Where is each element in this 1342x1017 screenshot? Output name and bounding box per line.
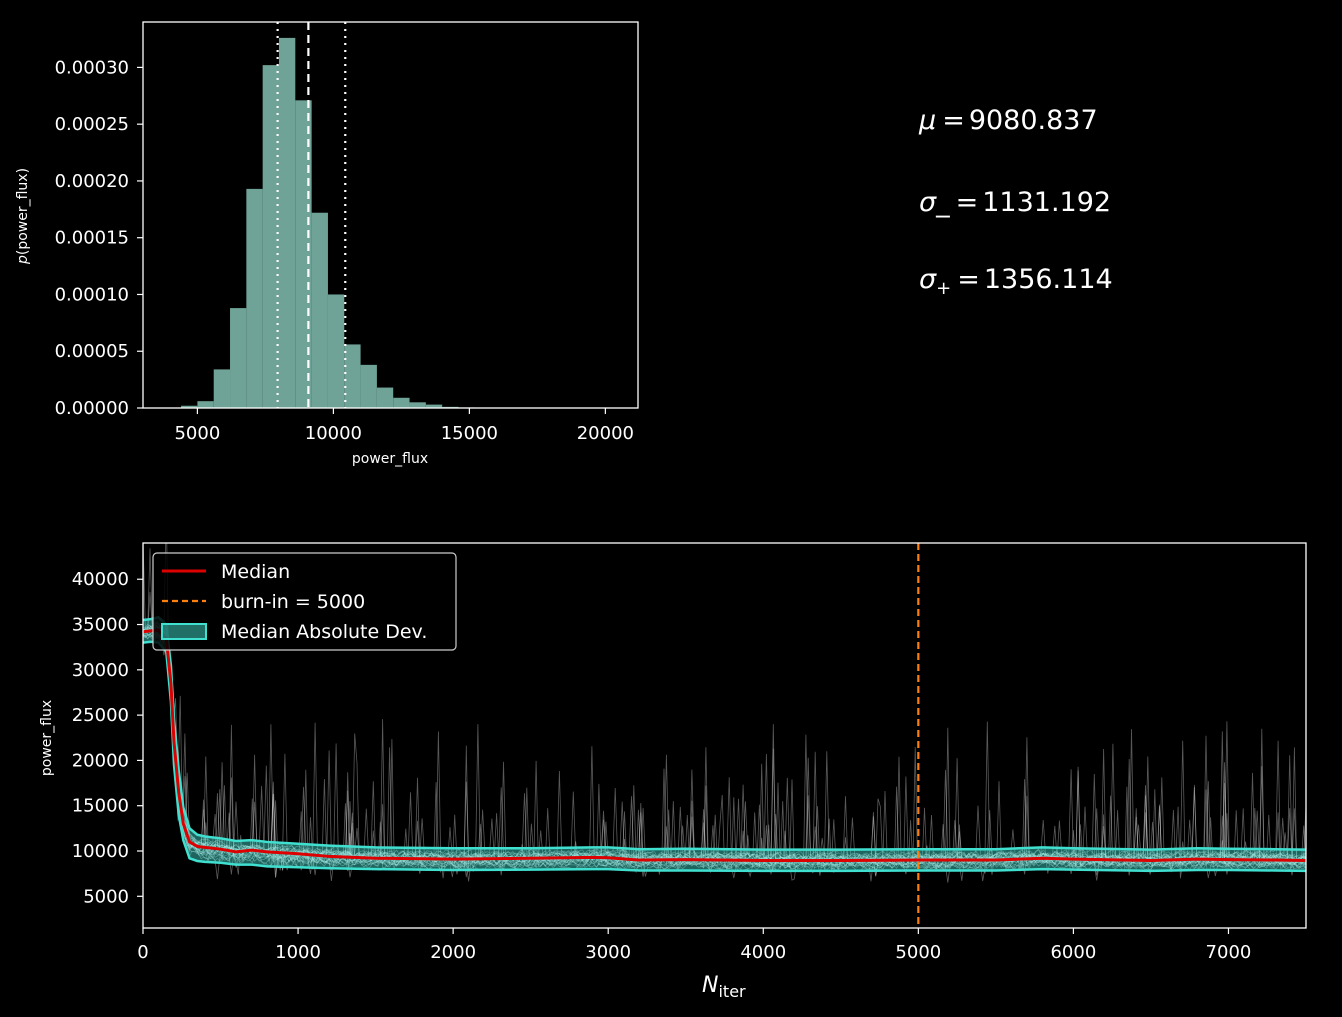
legend-median-label: Median: [221, 561, 290, 583]
trace-ylabel: power_flux: [39, 700, 55, 776]
trace-x-tick-label: 3000: [585, 942, 631, 963]
histogram-y-tick-label: 0.00015: [55, 228, 129, 249]
histogram-bar: [279, 38, 295, 408]
histogram-x-tick-label: 5000: [174, 423, 220, 444]
trace-y-ticks: 5000 10000 15000 20000 25000 30000 35000 40000: [72, 569, 143, 907]
histogram-y-tick-label: 0.00000: [55, 398, 129, 419]
trace-x-tick-label: 2000: [430, 942, 476, 963]
stat-mu-value: 9080.837: [969, 105, 1098, 136]
legend: Median burn-in = 5000 Median Absolute De…: [153, 553, 456, 650]
trace-xlabel: Niter: [702, 973, 746, 1001]
histogram-bar: [246, 189, 262, 408]
trace-y-tick-label: 10000: [72, 841, 129, 862]
trace-x-tick-label: 0: [137, 942, 148, 963]
histogram-y-tick-label: 0.00030: [55, 57, 129, 78]
histogram-ylabel: p(power_flux): [15, 168, 31, 265]
legend-burnin-label: burn-in = 5000: [221, 591, 365, 613]
histogram-xlabel: power_flux: [352, 451, 428, 467]
trace-x-tick-label: 7000: [1206, 942, 1252, 963]
histogram-y-tick-label: 0.00010: [55, 284, 129, 305]
histogram-frame: [143, 22, 638, 408]
stat-sigma-plus-value: 1356.114: [984, 264, 1113, 295]
trace-y-tick-label: 40000: [72, 569, 129, 590]
stat-mu-eq: =: [942, 105, 965, 136]
histogram-bar: [393, 398, 409, 408]
stat-mu-symbol: μ: [918, 105, 936, 136]
histogram-bar: [328, 294, 344, 408]
stat-sigma-plus-sub: +: [936, 278, 951, 299]
trace-x-tick-label: 1000: [275, 942, 321, 963]
stat-sigma-minus-symbol: σ: [919, 187, 937, 218]
trace-y-tick-label: 5000: [83, 886, 129, 907]
legend-mad-label: Median Absolute Dev.: [221, 621, 427, 643]
histogram-bars: [181, 38, 605, 408]
histogram-bar: [377, 388, 393, 408]
histogram-x-ticks: 5000 10000 15000 20000: [174, 408, 634, 444]
stat-sigma-plus: σ+ =1356.114: [919, 264, 1113, 299]
histogram-bar: [230, 308, 246, 408]
histogram-bar: [197, 401, 213, 408]
histogram-y-tick-label: 0.00025: [55, 114, 129, 135]
trace-y-tick-label: 35000: [72, 615, 129, 636]
histogram-y-tick-label: 0.00005: [55, 341, 129, 362]
histogram-y-tick-label: 0.00020: [55, 171, 129, 192]
stat-sigma-plus-symbol: σ: [919, 264, 937, 295]
histogram-panel: 5000 10000 15000 20000 0.00000 0.00005 0.0001…: [15, 22, 638, 467]
histogram-bar: [312, 213, 328, 408]
stat-sigma-minus-eq: =: [956, 187, 979, 218]
histogram-x-tick-label: 15000: [441, 423, 498, 444]
histogram-x-tick-label: 10000: [305, 423, 362, 444]
trace-y-tick-label: 15000: [72, 796, 129, 817]
trace-x-tick-label: 6000: [1050, 942, 1096, 963]
stats-block: μ=9080.837 σ_=1131.192 σ+=1356.114: [918, 105, 1113, 299]
trace-x-ticks: 0 1000 2000 3000 4000 5000 6000 7000: [137, 928, 1251, 963]
stat-mu: μ=9080.837: [918, 105, 1098, 136]
histogram-y-ticks: 0.00000 0.00005 0.00010 0.00015 0.00020 0.000…: [55, 57, 143, 419]
histogram-bar: [263, 65, 279, 408]
trace-y-tick-label: 25000: [72, 705, 129, 726]
trace-x-tick-label: 4000: [740, 942, 786, 963]
histogram-bar: [214, 369, 230, 408]
stat-sigma-plus-eq: =: [957, 264, 980, 295]
histogram-bar: [410, 402, 426, 408]
stat-sigma-minus-value: 1131.192: [982, 187, 1111, 218]
histogram-x-tick-label: 20000: [577, 423, 634, 444]
histogram-bar: [344, 344, 360, 408]
trace-x-tick-label: 5000: [895, 942, 941, 963]
trace-y-tick-label: 20000: [72, 750, 129, 771]
stat-sigma-minus-sub: _: [935, 187, 950, 218]
trace-y-tick-label: 30000: [72, 660, 129, 681]
stat-sigma-minus: σ_=1131.192: [919, 187, 1111, 218]
histogram-bar: [361, 365, 377, 408]
trace-panel: 0 1000 2000 3000 4000 5000 6000 7000 5000 10000 1…: [39, 515, 1306, 1001]
legend-mad-swatch: [162, 624, 206, 639]
